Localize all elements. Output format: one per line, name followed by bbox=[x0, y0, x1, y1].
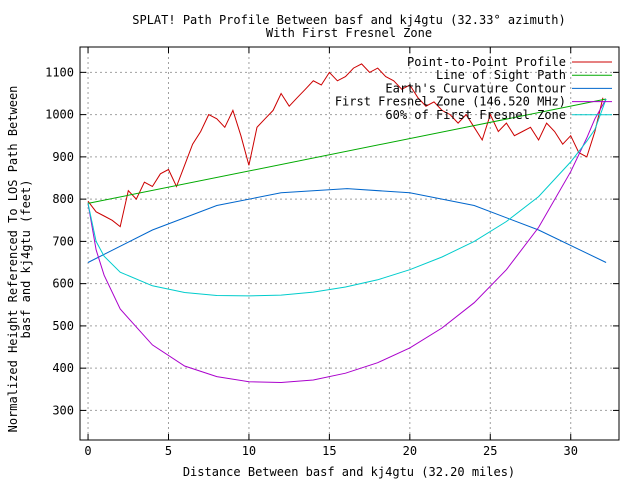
y-tick-label: 600 bbox=[52, 277, 74, 291]
x-tick-label: 10 bbox=[242, 444, 256, 458]
y-tick-label: 1100 bbox=[45, 65, 74, 79]
y-tick-label: 1000 bbox=[45, 108, 74, 122]
x-axis-label: Distance Between basf and kj4gtu (32.20 … bbox=[183, 465, 515, 479]
series-line-point-to-point-profile bbox=[87, 63, 604, 228]
y-tick-label: 400 bbox=[52, 361, 74, 375]
y-tick-label: 500 bbox=[52, 319, 74, 333]
x-axis-ticks: 0 5 10 15 20 25 30 bbox=[84, 47, 578, 458]
y-axis-label-line2: basf and kj4gtu (feet) bbox=[19, 180, 33, 339]
legend-label-point-to-point-profile: Point-to-Point Profile bbox=[407, 55, 566, 69]
grid-lines bbox=[80, 47, 619, 440]
x-tick-label: 20 bbox=[403, 444, 417, 458]
series-lines bbox=[87, 63, 607, 384]
legend-label-60-of-first-fresnel-zone: 60% of First Fresnel Zone bbox=[385, 108, 566, 122]
series-line-earth-s-curvature-contour bbox=[87, 188, 607, 263]
x-tick-label: 5 bbox=[165, 444, 172, 458]
y-tick-label: 900 bbox=[52, 150, 74, 164]
legend-label-earth-s-curvature-contour: Earth's Curvature Contour bbox=[385, 81, 566, 95]
y-tick-label: 700 bbox=[52, 234, 74, 248]
legend-label-line-of-sight-path: Line of Sight Path bbox=[436, 68, 566, 82]
chart-subtitle: With First Fresnel Zone bbox=[266, 26, 432, 40]
plot-frame bbox=[79, 46, 620, 441]
series-line-line-of-sight-path bbox=[87, 98, 607, 204]
x-tick-label: 15 bbox=[322, 444, 336, 458]
y-tick-label: 800 bbox=[52, 192, 74, 206]
legend-label-first-fresnel-zone-146-520-mhz: First Fresnel Zone (146.520 MHz) bbox=[335, 95, 566, 109]
series-line-first-fresnel-zone-146-520-mhz bbox=[87, 98, 607, 384]
x-tick-label: 30 bbox=[564, 444, 578, 458]
y-tick-label: 300 bbox=[52, 403, 74, 417]
series-line-60-of-first-fresnel-zone bbox=[87, 98, 607, 297]
chart-title: SPLAT! Path Profile Between basf and kj4… bbox=[132, 13, 565, 27]
x-tick-label: 0 bbox=[84, 444, 91, 458]
y-axis-label-line1: Normalized Height Referenced To LOS Path… bbox=[6, 86, 20, 433]
x-tick-label: 25 bbox=[483, 444, 497, 458]
y-axis-ticks: 300 400 500 600 700 800 900 1000 1100 bbox=[45, 65, 619, 417]
